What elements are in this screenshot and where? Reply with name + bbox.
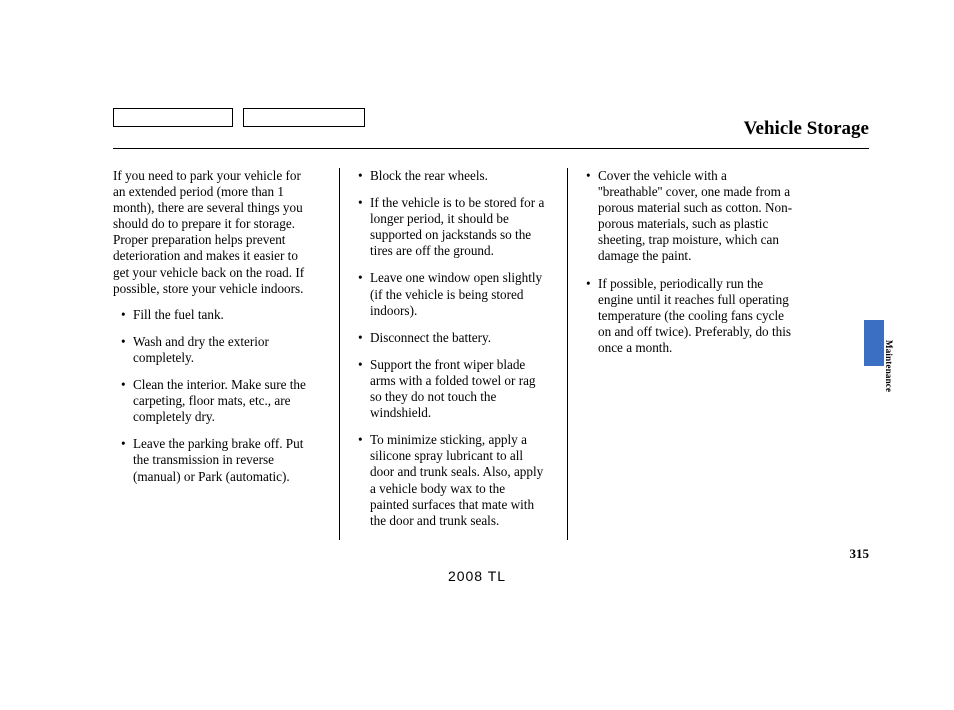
list-item: If possible, periodically run the engine… xyxy=(586,276,793,356)
heading-row: Vehicle Storage xyxy=(113,124,869,149)
list-item: Block the rear wheels. xyxy=(358,168,547,184)
footer-model-year: 2008 TL xyxy=(0,568,954,584)
col1-list: Fill the fuel tank. Wash and dry the ext… xyxy=(121,307,315,485)
list-item: Leave the parking brake off. Put the tra… xyxy=(121,436,315,484)
list-item: To minimize sticking, apply a silicone s… xyxy=(358,432,547,529)
col2-list: Block the rear wheels. If the vehicle is… xyxy=(358,168,547,529)
intro-paragraph: If you need to park your vehicle for an … xyxy=(113,168,315,297)
page-number: 315 xyxy=(850,546,870,562)
list-item: If the vehicle is to be stored for a lon… xyxy=(358,195,547,259)
page-title: Vehicle Storage xyxy=(744,118,869,140)
manual-page: Vehicle Storage If you need to park your… xyxy=(0,0,954,710)
col3-list: Cover the vehicle with a ''breathable'' … xyxy=(586,168,793,356)
list-item: Leave one window open slightly (if the v… xyxy=(358,270,547,318)
list-item: Fill the fuel tank. xyxy=(121,307,315,323)
list-item: Wash and dry the exterior completely. xyxy=(121,334,315,366)
column-3: Cover the vehicle with a ''breathable'' … xyxy=(567,168,793,540)
column-2: Block the rear wheels. If the vehicle is… xyxy=(339,168,567,540)
list-item: Cover the vehicle with a ''breathable'' … xyxy=(586,168,793,265)
section-tab xyxy=(864,320,884,366)
column-1: If you need to park your vehicle for an … xyxy=(113,168,339,540)
list-item: Disconnect the battery. xyxy=(358,330,547,346)
list-item: Support the front wiper blade arms with … xyxy=(358,357,547,421)
list-item: Clean the interior. Make sure the carpet… xyxy=(121,377,315,425)
section-tab-label: Maintenance xyxy=(884,340,894,392)
content-columns: If you need to park your vehicle for an … xyxy=(113,168,793,540)
